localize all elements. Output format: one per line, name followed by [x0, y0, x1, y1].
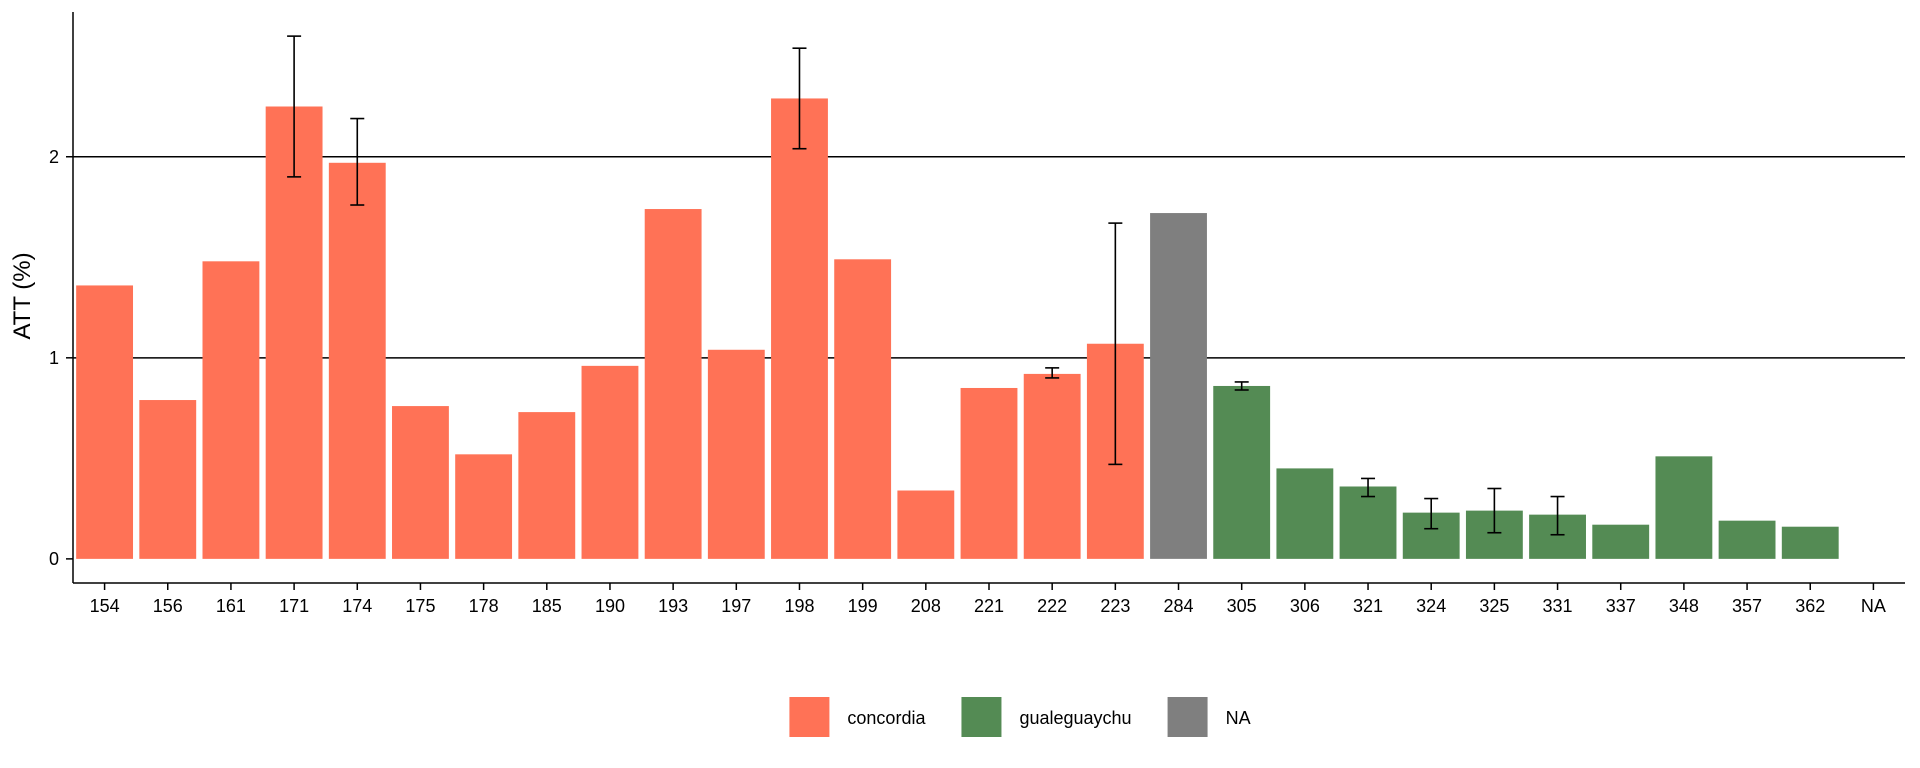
bar-306 — [1276, 468, 1333, 558]
bar-222 — [1024, 374, 1081, 559]
legend-item-concordia: concordia — [789, 697, 926, 737]
x-tick-label: 174 — [342, 596, 372, 616]
x-tick-label: 197 — [721, 596, 751, 616]
bar-357 — [1719, 521, 1776, 559]
bars — [76, 98, 1839, 558]
y-tick-label: 2 — [49, 147, 59, 167]
legend-item-na: NA — [1168, 697, 1251, 737]
x-tick-label: 156 — [153, 596, 183, 616]
x-tick-label: 178 — [469, 596, 499, 616]
bar-175 — [392, 406, 449, 559]
bar-362 — [1782, 527, 1839, 559]
bar-174 — [329, 163, 386, 559]
bar-161 — [203, 261, 260, 559]
x-tick-label: 161 — [216, 596, 246, 616]
bar-221 — [961, 388, 1018, 559]
legend-label: NA — [1226, 708, 1251, 728]
x-tick-label: 221 — [974, 596, 1004, 616]
bar-197 — [708, 350, 765, 559]
bar-178 — [455, 454, 512, 559]
x-tick-label: 284 — [1163, 596, 1193, 616]
legend-label: concordia — [847, 708, 926, 728]
x-tick-label: 223 — [1100, 596, 1130, 616]
x-tick-label: 198 — [784, 596, 814, 616]
x-tick-label: 154 — [90, 596, 120, 616]
x-tick-label: 193 — [658, 596, 688, 616]
y-tick-label: 1 — [49, 348, 59, 368]
x-tick-label: 222 — [1037, 596, 1067, 616]
x-tick-label: NA — [1861, 596, 1886, 616]
bar-321 — [1340, 486, 1397, 558]
bar-348 — [1655, 456, 1712, 559]
x-tick-label: 305 — [1227, 596, 1257, 616]
x-axis-ticks: 154 156 161 171 174 175 178 185 190 193 197 198 199 2… — [90, 583, 1886, 616]
y-axis-label: ATT (%) — [9, 252, 36, 339]
legend: concordia gualeguaychu NA — [789, 697, 1250, 737]
x-tick-label: 321 — [1353, 596, 1383, 616]
x-tick-label: 357 — [1732, 596, 1762, 616]
x-tick-label: 306 — [1290, 596, 1320, 616]
bar-337 — [1592, 525, 1649, 559]
x-tick-label: 337 — [1606, 596, 1636, 616]
bar-198 — [771, 98, 828, 558]
legend-swatch — [961, 697, 1001, 737]
y-axis-ticks: 0 1 2 — [49, 147, 73, 569]
x-tick-label: 175 — [405, 596, 435, 616]
bar-185 — [518, 412, 575, 559]
legend-swatch — [1168, 697, 1208, 737]
legend-swatch — [789, 697, 829, 737]
bar-208 — [897, 491, 954, 559]
y-tick-label: 0 — [49, 549, 59, 569]
x-tick-label: 348 — [1669, 596, 1699, 616]
x-tick-label: 185 — [532, 596, 562, 616]
bar-305 — [1213, 386, 1270, 559]
bar-193 — [645, 209, 702, 559]
x-tick-label: 362 — [1795, 596, 1825, 616]
x-tick-label: 171 — [279, 596, 309, 616]
legend-item-gualeguaychu: gualeguaychu — [961, 697, 1131, 737]
x-tick-label: 208 — [911, 596, 941, 616]
x-tick-label: 199 — [848, 596, 878, 616]
bar-284 — [1150, 213, 1207, 559]
x-tick-label: 324 — [1416, 596, 1446, 616]
x-tick-label: 325 — [1479, 596, 1509, 616]
x-tick-label: 331 — [1543, 596, 1573, 616]
legend-label: gualeguaychu — [1019, 708, 1131, 728]
bar-154 — [76, 285, 133, 558]
bar-156 — [139, 400, 196, 559]
bar-199 — [834, 259, 891, 559]
bar-190 — [582, 366, 639, 559]
x-tick-label: 190 — [595, 596, 625, 616]
